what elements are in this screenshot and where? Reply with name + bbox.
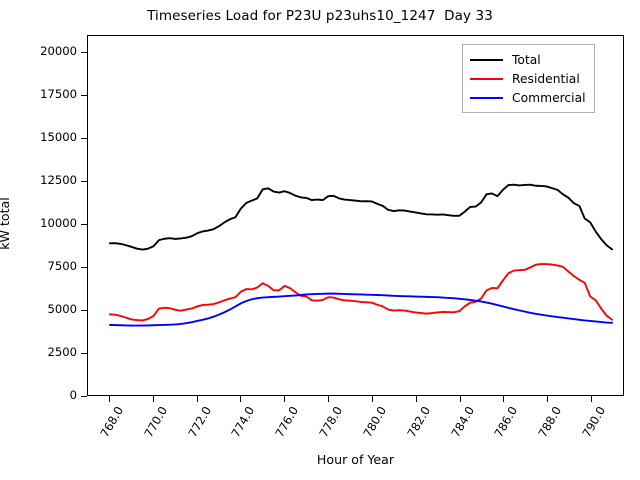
x-tick-label: 778.0	[316, 404, 346, 440]
x-tick-label: 784.0	[448, 404, 477, 440]
x-tick-label: 786.0	[491, 404, 521, 440]
x-tick-mark	[547, 396, 549, 402]
chart-title: Timeseries Load for P23U p23uhs10_1247 D…	[147, 8, 493, 24]
legend-swatch-commercial	[470, 96, 503, 99]
y-tick-mark	[81, 396, 87, 397]
y-tick-label: 15000	[40, 130, 77, 145]
y-tick-label: 17500	[40, 87, 77, 102]
x-tick-label: 790.0	[579, 404, 609, 440]
y-tick-label: 12500	[40, 173, 77, 188]
x-tick-mark	[196, 396, 198, 402]
x-tick-mark	[284, 396, 286, 402]
series-line-commercial	[108, 292, 614, 327]
legend-item-total[interactable]: Total	[470, 50, 586, 69]
x-tick-label: 774.0	[228, 404, 258, 440]
x-tick-label: 770.0	[141, 404, 170, 440]
x-tick-label: 782.0	[404, 404, 433, 440]
y-tick-label: 7500	[47, 259, 77, 274]
series-line-residential	[108, 263, 614, 322]
y-tick-label: 5000	[47, 302, 77, 317]
legend-label: Total	[512, 52, 541, 67]
legend-label: Residential	[512, 71, 580, 86]
legend-swatch-total	[470, 58, 503, 61]
x-tick-mark	[371, 396, 373, 402]
x-tick-mark	[591, 396, 593, 402]
y-tick-label: 20000	[40, 44, 77, 59]
series-line-total	[108, 183, 614, 251]
y-axis-label: kW total	[0, 197, 12, 250]
legend-label: Commercial	[512, 90, 586, 105]
x-tick-mark	[152, 396, 154, 402]
legend-item-residential[interactable]: Residential	[470, 69, 586, 88]
x-tick-mark	[503, 396, 505, 402]
x-tick-mark	[415, 396, 417, 402]
x-tick-label: 768.0	[97, 404, 127, 440]
x-tick-label: 772.0	[184, 404, 214, 440]
x-tick-label: 780.0	[360, 404, 390, 440]
y-tick-label: 2500	[47, 345, 77, 360]
legend-swatch-residential	[470, 77, 503, 80]
legend-item-commercial[interactable]: Commercial	[470, 88, 586, 107]
x-tick-mark	[459, 396, 461, 402]
x-tick-mark	[240, 396, 242, 402]
legend: Total Residential Commercial	[462, 44, 595, 113]
x-tick-label: 776.0	[272, 404, 302, 440]
x-tick-mark	[328, 396, 330, 402]
series-lines	[108, 183, 614, 327]
x-tick-mark	[108, 396, 110, 402]
x-tick-label: 788.0	[535, 404, 565, 440]
y-tick-label: 0	[69, 388, 77, 402]
x-axis-label: Hour of Year	[316, 452, 395, 467]
